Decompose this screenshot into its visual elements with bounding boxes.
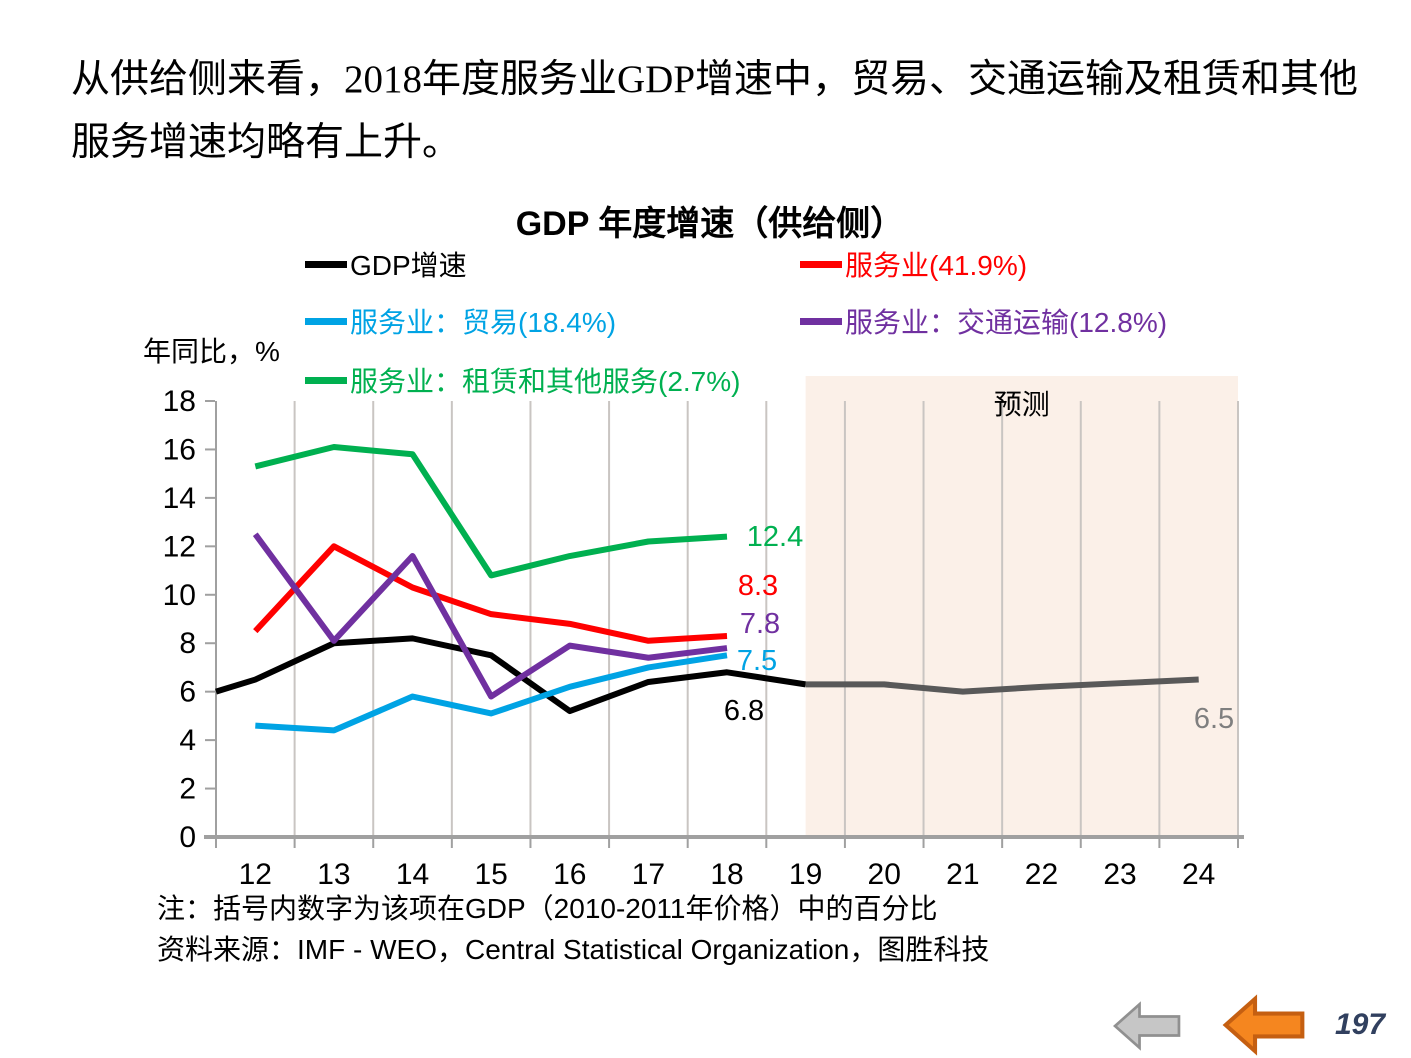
legend-item-services: 服务业(41.9%): [800, 248, 1027, 281]
legend-swatch-services-transport: [800, 317, 842, 325]
legend-item-services-rental: 服务业：租赁和其他服务(2.7%): [305, 364, 740, 397]
previous-page-arrow-button[interactable]: [1222, 994, 1306, 1056]
x-tick-label: 22: [1025, 858, 1058, 891]
x-tick-label: 23: [1103, 858, 1136, 891]
legend-swatch-services: [800, 260, 842, 268]
series-line-services-trade: [255, 652, 728, 734]
legend-item-services-trade: 服务业：贸易(18.4%): [305, 305, 616, 338]
chart-notes: 注：括号内数字为该项在GDP（2010-2011年价格）中的百分比 资料来源：I…: [157, 888, 989, 970]
note-line-1: 注：括号内数字为该项在GDP（2010-2011年价格）中的百分比: [157, 893, 938, 924]
x-tick-label: 19: [789, 858, 822, 891]
forecast-region: [805, 376, 1238, 837]
y-tick-label: 18: [163, 385, 196, 418]
gray-left-arrow-icon: [1113, 1001, 1181, 1051]
x-tick-label: 17: [632, 858, 665, 891]
x-tick-label: 20: [868, 858, 901, 891]
data-label: 8.3: [738, 570, 778, 602]
x-tick-label: 15: [474, 858, 507, 891]
series-line-services: [253, 543, 728, 644]
legend-swatch-services-trade: [305, 317, 347, 325]
series-line-gdp: [215, 635, 807, 715]
legend-swatch-gdp: [305, 260, 347, 268]
y-tick-label: 4: [179, 724, 196, 757]
y-tick-label: 16: [163, 433, 196, 466]
y-tick-label: 12: [163, 530, 196, 563]
data-label: 7.5: [737, 645, 777, 677]
intro-line-2: 服务增速均略有上升。: [71, 121, 462, 164]
legend-label-services-rental: 服务业：租赁和其他服务(2.7%): [350, 366, 741, 397]
legend-label-services-trade: 服务业：贸易(18.4%): [350, 307, 617, 338]
series-line-gdp-forecast: [805, 676, 1199, 695]
chart-title: GDP 年度增速（供给侧）: [515, 205, 905, 243]
legend-item-services-transport: 服务业：交通运输(12.8%): [800, 305, 1167, 338]
x-tick-label: 12: [239, 858, 272, 891]
intro-line-1: 从供给侧来看，2018年度服务业GDP增速中，贸易、交通运输及租赁和其他: [71, 58, 1359, 101]
y-tick-label: 6: [179, 676, 196, 709]
x-tick-label: 18: [710, 858, 743, 891]
legend-label-gdp: GDP增速: [350, 250, 467, 281]
back-arrow-button[interactable]: [1113, 998, 1181, 1054]
series-line-services-rental: [254, 444, 728, 579]
orange-left-arrow-icon: [1222, 994, 1305, 1056]
data-label: 7.8: [740, 608, 780, 640]
y-axis-label: 年同比，%: [143, 336, 280, 367]
x-tick-label: 16: [553, 858, 586, 891]
legend-label-services: 服务业(41.9%): [845, 250, 1028, 281]
x-tick-label: 21: [946, 858, 979, 891]
data-label: 12.4: [747, 521, 803, 553]
x-tick-label: 24: [1182, 858, 1215, 891]
intro-paragraph: 从供给侧来看，2018年度服务业GDP增速中，贸易、交通运输及租赁和其他 服务增…: [71, 48, 1401, 174]
y-tick-label: 2: [179, 773, 196, 806]
x-tick-label: 13: [317, 858, 350, 891]
data-label: 6.8: [724, 695, 764, 727]
forecast-label: 预测: [994, 389, 1050, 420]
legend-label-services-transport: 服务业：交通运输(12.8%): [845, 307, 1168, 338]
y-tick-label: 8: [179, 627, 196, 660]
series-line-services-transport: [252, 532, 728, 700]
y-tick-label: 0: [179, 821, 196, 854]
data-label: 6.5: [1194, 703, 1234, 735]
y-tick-label: 14: [163, 482, 196, 515]
note-line-2: 资料来源：IMF - WEO，Central Statistical Organ…: [157, 934, 990, 965]
x-tick-label: 14: [396, 858, 429, 891]
legend-item-gdp: GDP增速: [305, 248, 467, 281]
y-tick-label: 10: [163, 579, 196, 612]
legend-swatch-services-rental: [305, 376, 347, 384]
